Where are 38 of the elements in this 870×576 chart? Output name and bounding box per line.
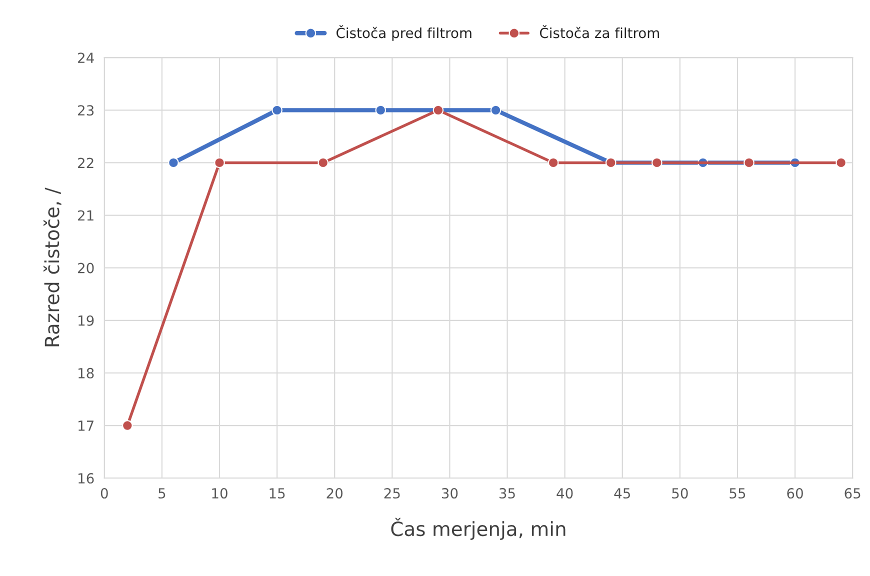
x-tick-label: 10	[212, 488, 228, 499]
x-tick-label: 60	[787, 488, 803, 499]
y-tick-label: 17	[78, 420, 94, 431]
point	[490, 104, 502, 116]
point	[214, 157, 225, 168]
point	[122, 420, 133, 431]
y-axis-title: Razred čistoče, /	[44, 188, 62, 346]
x-tick-label: 40	[556, 488, 573, 499]
x-tick-label: 45	[614, 488, 630, 499]
point	[652, 157, 662, 168]
y-tick-label: 19	[78, 315, 94, 326]
point	[168, 157, 179, 168]
x-tick-label: 25	[384, 488, 400, 499]
y-tick-label: 24	[78, 52, 94, 63]
x-tick-label: 50	[672, 488, 688, 499]
point	[836, 157, 846, 168]
legend-label: Čistoča za filtrom	[540, 25, 659, 38]
point	[272, 104, 282, 116]
x-tick-label: 35	[500, 488, 515, 499]
x-axis-title: Čas merjenja, min	[391, 518, 566, 540]
x-tick-label: 30	[442, 488, 458, 499]
y-tick-label: 21	[78, 210, 94, 221]
y-tick-label: 22	[78, 158, 94, 168]
y-tick-label: 18	[78, 368, 94, 378]
x-tick-label: 20	[326, 488, 343, 499]
x-tick-label: 0	[100, 488, 108, 499]
x-tick-label: 55	[730, 488, 746, 499]
x-tick-label: 5	[158, 488, 166, 499]
y-tick-label: 23	[78, 105, 94, 116]
x-tick-label: 65	[844, 488, 860, 499]
point	[548, 157, 559, 168]
point	[375, 104, 386, 116]
point	[432, 104, 444, 116]
point	[318, 157, 328, 168]
legend-label: Čistoča pred filtrom	[336, 25, 472, 41]
y-tick-label: 20	[78, 262, 94, 274]
y-tick-label: 16	[78, 473, 94, 484]
x-tick-label: 15	[270, 488, 285, 499]
